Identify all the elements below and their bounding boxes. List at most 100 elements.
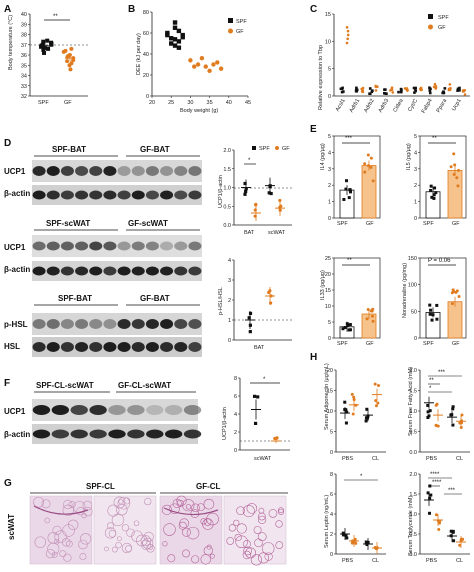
blot-band [46,190,60,200]
e-point [371,319,375,323]
h-point [343,400,347,404]
e-point [342,197,346,201]
blot-band [46,266,60,276]
h-point [374,404,378,408]
histology-cell [202,518,214,530]
xtick-h-leptin-pbs: PBS [342,558,353,564]
c-point [391,91,395,94]
h-point [426,410,430,414]
histology-cell [117,536,122,542]
ylabel-c: Relative expression to Tbp [318,45,324,110]
panel-h-texts: Serum Adiponectin (μg/mL) PBS CL Serum F… [324,363,463,564]
e-point [435,303,439,307]
e-frame [419,257,467,339]
e-point [456,184,460,188]
e-il33-y-tick-label: 10 [325,304,331,310]
blot-band [60,190,74,200]
histology-cell [206,512,219,526]
histology-cell [190,509,200,518]
a-y-tick-label: 40 [21,12,27,18]
c-point [434,84,438,88]
a-y-tick-label: 36 [21,53,27,59]
c-point [342,90,345,93]
histology-cell [250,554,263,566]
blot-band [131,241,145,251]
e-point [349,190,353,194]
e-point [435,317,439,321]
e-point [347,328,351,332]
histology-cell [161,504,172,515]
c-point [389,89,392,92]
a-point [69,46,74,51]
histology-cell [209,553,215,559]
h-point [365,543,369,547]
sig-h-trig-1: **** [430,472,440,478]
sig-h-ffa-1: *** [438,370,446,376]
blot-band [145,190,159,200]
c-point [428,91,432,95]
b-point [176,45,182,50]
histology-cell [142,537,154,549]
h-point [458,543,462,547]
e-il4-y-tick-label: 4 [328,150,331,156]
h-leptin-y-tick-label: 2 [330,532,333,538]
e-point [371,179,375,183]
panel-label-f: F [4,378,10,389]
legend-c-gf: GF [438,25,446,31]
b-point [188,58,193,63]
blot-band [146,405,164,415]
a-point [68,67,73,72]
ylabel-a: Body temperature (°C) [8,15,14,70]
blot-band [51,405,70,415]
e-point [449,165,453,169]
h-point [427,414,431,418]
blot-band [164,429,183,439]
c-point [456,89,459,92]
blot-band [108,405,126,415]
histology-cell [203,498,215,510]
e-il5-y-tick-label: 2 [414,183,417,189]
b-xtick-label: 30 [187,100,193,106]
blot1-row2: β-actin [4,189,30,198]
c-point [433,82,437,86]
histology-cell [182,499,195,512]
blot-band [145,166,159,176]
e-il4-y-tick-label: 1 [328,200,331,206]
panel-f-blot: SPF-CL-scWAT GF-CL-scWAT UCP1 β-actin [4,381,202,444]
histology-cell [253,526,262,534]
h-adipo-y-tick-label: 15 [327,389,333,395]
blot-band [145,241,159,251]
b-point [172,37,178,42]
blot2-spf-label: SPF-scWAT [46,219,90,228]
e-point [457,168,461,172]
e-il5-y-tick-label: 3 [414,167,417,173]
h-point [438,521,442,525]
blot-band [60,319,74,329]
panel-label-b: B [128,4,135,15]
histology-cell [258,507,265,514]
blot-band [89,319,103,329]
c-point [354,89,358,93]
b-point [199,56,205,61]
histology-cell [111,513,125,527]
h-leptin-y-tick-label: 0 [330,552,333,558]
blot-band [32,429,51,439]
histology-cell [65,540,73,548]
e-point [457,295,461,299]
e-il5-y-tick-label: 0 [414,216,417,222]
blot-band [117,190,131,200]
e-point [429,188,433,192]
xtick-h-trig-pbs: PBS [426,558,437,564]
e-bar [447,170,463,219]
f-y-tick-label: 4 [234,412,237,418]
histology-cell [34,536,47,548]
b-y-tick-label: 60 [143,31,149,37]
blot-band [46,166,60,176]
blot-band [103,266,117,276]
b-point [172,25,178,30]
panel-a-chart: ** Body temperature (°C) 40 39 38 37 36 35 34 3… [8,12,88,106]
histology-row-label: scWAT [7,514,16,540]
d1-point [269,191,273,196]
histology-cell [143,497,152,506]
